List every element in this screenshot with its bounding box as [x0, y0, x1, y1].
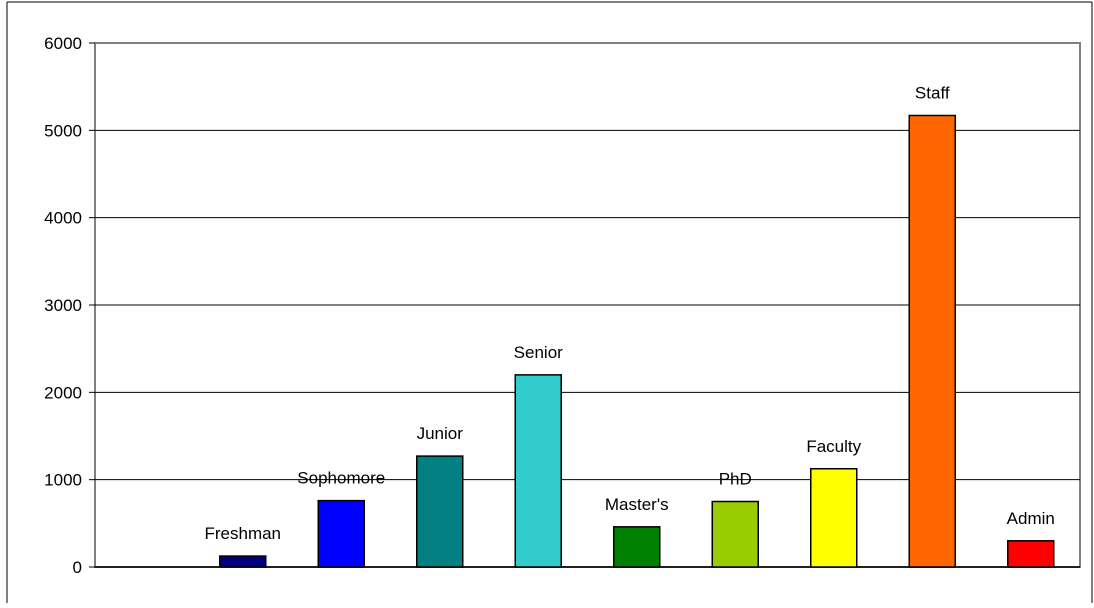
bar-junior	[416, 455, 464, 568]
y-tick-label: 0	[73, 558, 82, 577]
bar-freshman	[219, 555, 267, 568]
y-tick-label: 4000	[44, 209, 82, 228]
data-label-sophomore: Sophomore	[297, 469, 385, 488]
bar-phd	[711, 500, 759, 568]
bar-staff	[908, 114, 956, 568]
y-tick-label: 5000	[44, 121, 82, 140]
bar-admin	[1007, 540, 1055, 568]
bar-master-s	[613, 526, 661, 568]
data-label-senior: Senior	[514, 343, 563, 362]
bar-sophomore	[317, 499, 365, 568]
y-tick-label: 6000	[44, 34, 82, 53]
y-tick-label: 3000	[44, 296, 82, 315]
data-label-junior: Junior	[417, 424, 464, 443]
data-label-staff: Staff	[915, 83, 950, 102]
plot-area: 0 1000 2000 3000 4000 5000 6000 Freshman Sophomo…	[44, 34, 1081, 577]
y-tick-label: 1000	[44, 471, 82, 490]
data-label-freshman: Freshman	[204, 524, 281, 543]
data-label-faculty: Faculty	[806, 437, 861, 456]
bar-faculty	[810, 468, 858, 568]
data-label-admin: Admin	[1007, 509, 1055, 528]
y-tick-label: 2000	[44, 383, 82, 402]
data-label-master-s: Master's	[605, 495, 669, 514]
bar-senior	[514, 374, 562, 568]
data-label-phd: PhD	[719, 470, 752, 489]
